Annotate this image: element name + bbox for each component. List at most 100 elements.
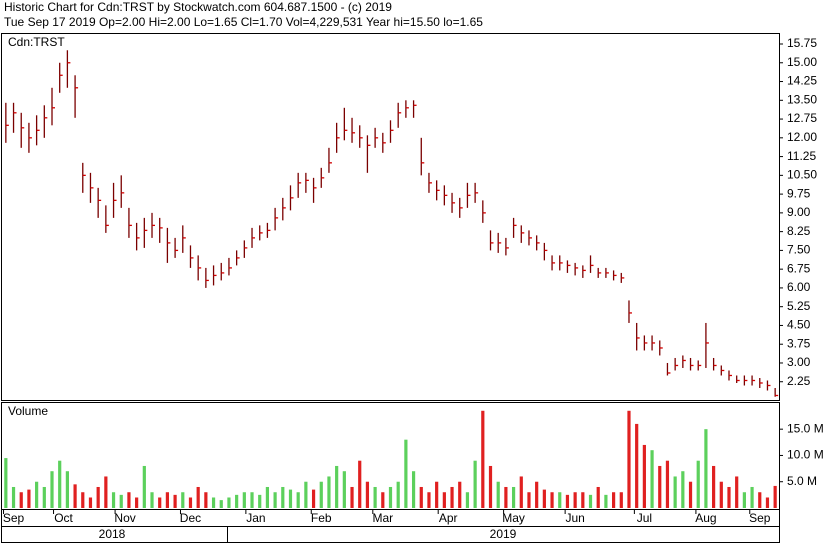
volume-bar xyxy=(627,410,631,508)
x-tick-label: Jan xyxy=(246,511,265,525)
volume-bar xyxy=(96,486,100,508)
volume-bar xyxy=(335,465,339,508)
y-tick-label: 9.00 xyxy=(787,205,811,219)
y-tick-label: 3.00 xyxy=(787,355,811,369)
volume-bar xyxy=(504,486,508,508)
volume-bar xyxy=(550,492,554,508)
volume-bar xyxy=(211,497,216,508)
volume-bar xyxy=(765,497,770,508)
y-tick-label: 6.00 xyxy=(787,280,811,294)
volume-bar xyxy=(111,492,116,508)
volume-bar xyxy=(635,423,639,508)
volume-bar xyxy=(104,476,108,508)
volume-bar xyxy=(119,494,123,508)
y-tick-label: 3.75 xyxy=(787,336,811,350)
volume-bar xyxy=(588,494,593,508)
volume-bar xyxy=(19,492,23,508)
price-panel xyxy=(1,33,780,401)
volume-bar xyxy=(319,481,323,508)
volume-bar xyxy=(127,492,131,508)
volume-bar xyxy=(50,471,54,508)
y-tick-label: 4.50 xyxy=(787,318,811,332)
volume-bar xyxy=(235,494,239,508)
volume-bar xyxy=(81,492,85,508)
volume-bar xyxy=(42,486,46,508)
volume-bar xyxy=(411,471,416,508)
volume-bar xyxy=(250,492,254,508)
volume-bar xyxy=(773,485,777,508)
volume-bar xyxy=(304,481,308,508)
y-tick-label: 10.50 xyxy=(787,168,817,182)
volume-bar xyxy=(688,481,693,508)
volume-bar xyxy=(427,492,431,508)
header-title: Historic Chart for Cdn:TRST by Stockwatc… xyxy=(4,0,392,14)
volume-bar xyxy=(519,476,523,508)
volume-bar xyxy=(288,489,293,508)
volume-bar xyxy=(650,450,654,508)
volume-bar xyxy=(611,492,616,508)
volume-bar xyxy=(496,481,500,508)
y-tick-label: 10.0 M xyxy=(787,448,824,462)
volume-bar xyxy=(719,481,723,508)
volume-bar xyxy=(481,410,485,508)
y-tick-label: 9.75 xyxy=(787,186,811,200)
volume-bar xyxy=(35,481,39,508)
y-tick-label: 5.25 xyxy=(787,299,811,313)
volume-bar xyxy=(458,481,462,508)
volume-panel-title: Volume xyxy=(8,404,48,418)
x-tick-label: May xyxy=(502,511,525,525)
volume-bar xyxy=(527,492,531,508)
volume-bar xyxy=(735,476,739,508)
header-summary: Tue Sep 17 2019 Op=2.00 Hi=2.00 Lo=1.65 … xyxy=(4,15,483,29)
volume-bar xyxy=(419,486,423,508)
volume-bar xyxy=(142,465,146,508)
y-tick-label: 12.75 xyxy=(787,111,817,125)
volume-bar xyxy=(727,486,731,508)
volume-bar xyxy=(742,492,746,508)
y-tick-label: 8.25 xyxy=(787,224,811,238)
y-tick-label: 15.0 M xyxy=(787,421,824,435)
volume-bar xyxy=(681,471,685,508)
y-tick-label: 15.75 xyxy=(787,36,817,50)
y-tick-label: 7.50 xyxy=(787,243,811,257)
volume-bar xyxy=(465,492,470,508)
volume-bar xyxy=(535,481,539,508)
volume-bar xyxy=(558,492,562,508)
volume-bar xyxy=(619,492,623,508)
x-tick-label: Jul xyxy=(637,511,652,525)
y-tick-label: 5.0 M xyxy=(787,474,817,488)
volume-bar xyxy=(73,484,77,508)
x-tick-label: Apr xyxy=(439,511,458,525)
y-tick-label: 15.00 xyxy=(787,55,817,69)
volume-bar xyxy=(750,486,754,508)
x-tick-label: Dec xyxy=(180,511,201,525)
volume-bar xyxy=(265,486,270,508)
x-tick-label: Sep xyxy=(749,511,771,525)
volume-bar xyxy=(281,486,285,508)
x-tick-label: Nov xyxy=(114,511,135,525)
volume-bar xyxy=(219,500,223,508)
volume-bar xyxy=(204,492,208,508)
y-tick-label: 13.50 xyxy=(787,92,817,106)
volume-bar xyxy=(696,460,700,508)
volume-bar xyxy=(358,460,362,508)
volume-bar xyxy=(135,497,139,508)
year-label: 2018 xyxy=(99,527,126,541)
volume-bar xyxy=(404,439,408,508)
volume-bar xyxy=(373,486,377,508)
volume-bar xyxy=(542,489,546,508)
x-tick-label: Oct xyxy=(54,511,73,525)
x-tick-label: Aug xyxy=(695,511,716,525)
volume-bar xyxy=(565,494,570,508)
volume-bar xyxy=(604,494,608,508)
volume-bar xyxy=(388,486,393,508)
volume-bar xyxy=(188,497,193,508)
volume-bar xyxy=(311,489,316,508)
volume-bar xyxy=(88,497,93,508)
volume-bar xyxy=(488,465,493,508)
volume-bar xyxy=(673,476,677,508)
volume-bar xyxy=(665,460,670,508)
x-tick-label: Jun xyxy=(565,511,584,525)
